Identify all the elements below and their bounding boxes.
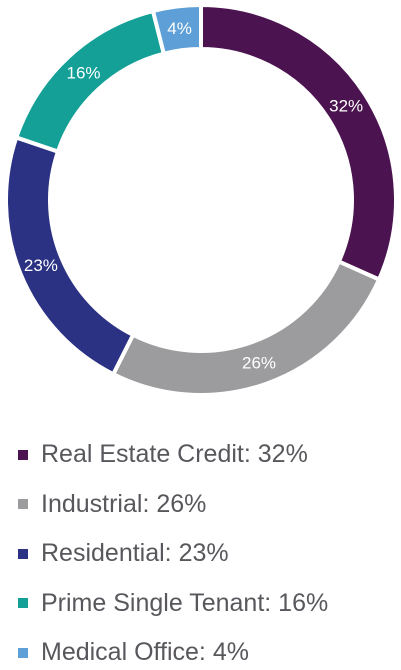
legend-item: Prime Single Tenant: 16% xyxy=(18,579,398,629)
legend-swatch xyxy=(18,647,28,658)
legend-swatch xyxy=(18,499,28,510)
slice-data-label: 32% xyxy=(329,96,363,115)
legend-label: Medical Office: 4% xyxy=(41,638,249,667)
legend-label: Prime Single Tenant: 16% xyxy=(41,588,329,617)
legend-label: Industrial: 26% xyxy=(41,489,207,518)
legend: Real Estate Credit: 32% Industrial: 26% … xyxy=(18,430,398,670)
legend-label: Residential: 23% xyxy=(41,539,229,568)
donut-slice xyxy=(199,2,398,283)
slice-data-label: 16% xyxy=(67,64,101,83)
slice-data-label: 4% xyxy=(167,19,192,38)
legend-item: Residential: 23% xyxy=(18,529,398,579)
donut-slice xyxy=(150,2,203,57)
slice-data-label: 23% xyxy=(24,256,58,275)
legend-item: Medical Office: 4% xyxy=(18,628,398,670)
legend-item: Industrial: 26% xyxy=(18,480,398,530)
legend-swatch xyxy=(18,548,28,559)
slice-data-label: 26% xyxy=(242,353,276,372)
donut-slice xyxy=(110,258,382,397)
legend-swatch xyxy=(18,449,28,460)
legend-swatch xyxy=(18,598,28,609)
legend-label: Real Estate Credit: 32% xyxy=(41,440,308,469)
donut-plot: 32% 26% 23% 16% 4% xyxy=(6,2,398,397)
legend-item: Real Estate Credit: 32% xyxy=(18,430,398,480)
